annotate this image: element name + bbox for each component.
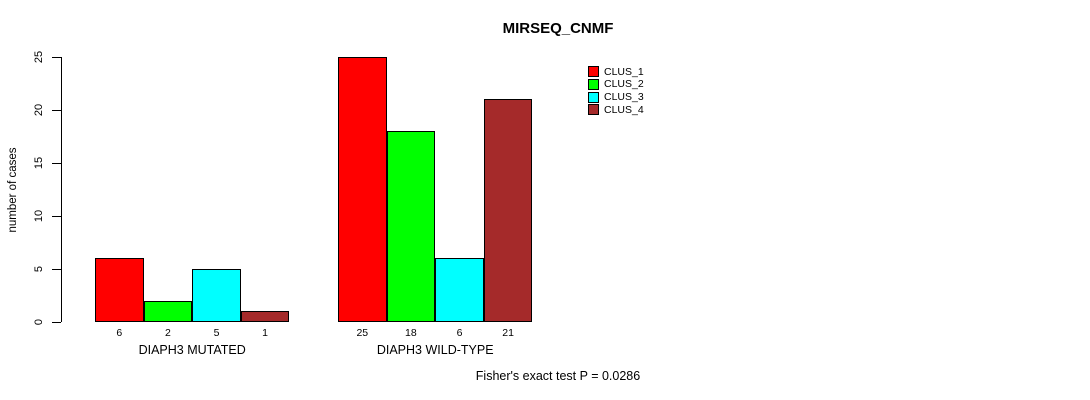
bar-value-label: 18	[405, 327, 417, 339]
legend-label-clus_2: CLUS_2	[604, 78, 644, 91]
y-tick-label: 20	[33, 103, 45, 117]
bar-value-label: 6	[456, 327, 463, 339]
y-tick-label: 25	[33, 50, 45, 64]
legend-label-clus_4: CLUS_4	[604, 103, 644, 116]
bar-clus_4-group1	[240, 311, 290, 322]
bar-value-label: 25	[356, 327, 369, 339]
bar-clus_1-group1	[95, 258, 144, 322]
y-tick-mark	[52, 215, 61, 217]
group-label-1: DIAPH3 MUTATED	[138, 343, 246, 357]
y-tick-label: 5	[33, 265, 45, 273]
legend-swatch-clus_4	[588, 104, 599, 116]
chart-title: MIRSEQ_CNMF	[502, 20, 614, 37]
legend-label-clus_3: CLUS_3	[604, 91, 644, 104]
bar-clus_2-group1	[143, 300, 193, 322]
bar-clus_4-group2	[483, 99, 533, 322]
y-tick-label: 15	[33, 156, 45, 170]
y-tick-mark	[52, 56, 61, 58]
y-axis-line	[61, 57, 62, 322]
bar-clus_2-group2	[386, 131, 436, 322]
bar-value-label: 21	[502, 327, 514, 339]
y-tick-mark	[52, 268, 61, 270]
group-label-2: DIAPH3 WILD-TYPE	[376, 343, 494, 357]
bar-value-label: 1	[262, 327, 269, 339]
y-tick-label: 0	[33, 318, 45, 326]
legend-swatch-clus_1	[588, 66, 599, 77]
y-tick-mark	[52, 321, 61, 323]
bar-clus_3-group1	[192, 269, 241, 322]
bar-clus_1-group2	[338, 57, 387, 322]
legend-swatch-clus_2	[588, 78, 599, 90]
bar-value-label: 2	[164, 327, 171, 339]
y-tick-mark	[52, 109, 61, 111]
bar-value-label: 5	[213, 327, 220, 339]
y-tick-label: 10	[33, 209, 45, 223]
bar-value-label: 6	[116, 327, 123, 339]
y-tick-mark	[52, 162, 61, 164]
legend-label-clus_1: CLUS_1	[604, 65, 644, 78]
y-axis-title: number of cases	[7, 147, 19, 233]
bar-clus_3-group2	[435, 258, 484, 322]
fisher-test-annotation: Fisher's exact test P = 0.0286	[475, 369, 641, 383]
legend-swatch-clus_3	[588, 91, 599, 103]
